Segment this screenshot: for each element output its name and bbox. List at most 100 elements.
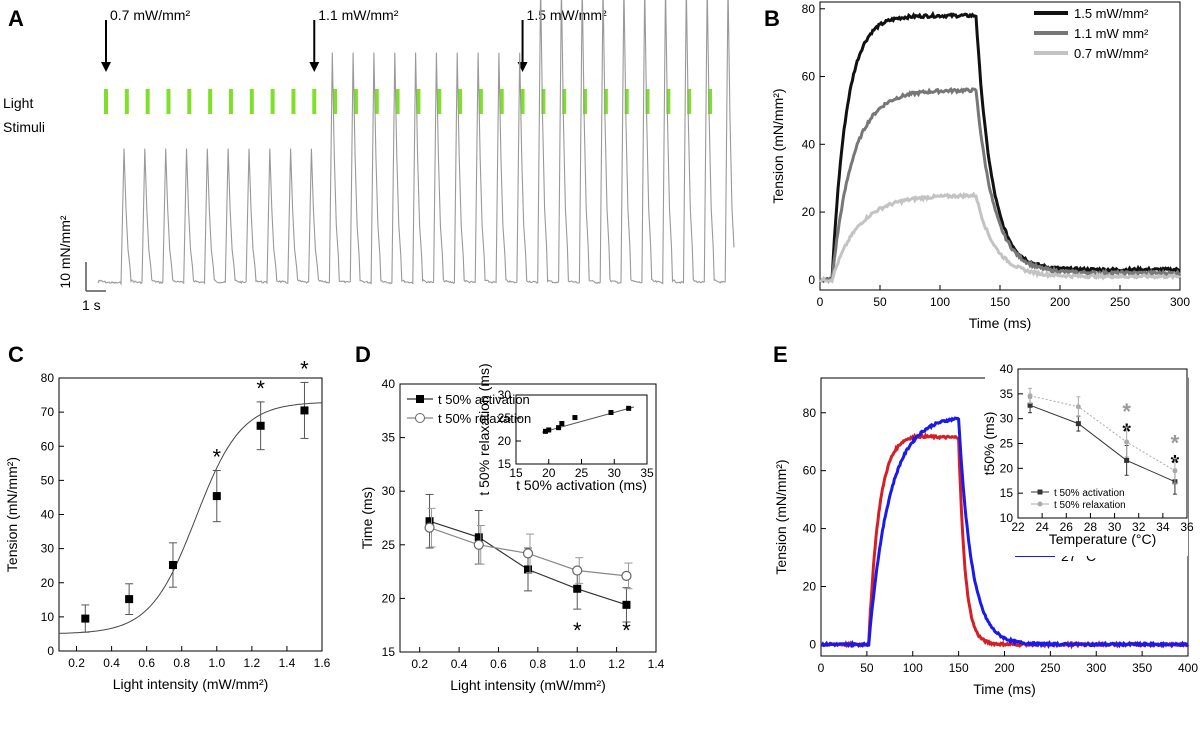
tension-trace xyxy=(97,0,735,286)
panel-d-ytick-label: 30 xyxy=(382,484,396,498)
panel-e-inset-significance: * xyxy=(1171,430,1180,455)
panel-c-ytick-label: 20 xyxy=(41,576,55,590)
panel-e-inset-point xyxy=(1075,404,1081,410)
panel-e-inset-legend-label: t 50% relaxation xyxy=(1054,500,1126,511)
panel-e-inset-ytick-label: 15 xyxy=(1000,486,1014,500)
panel-b-legend-label: 0.7 mW/mm² xyxy=(1074,46,1149,61)
stimulus-pulse xyxy=(374,89,379,114)
panel-c-xtick-label: 0.6 xyxy=(138,656,155,670)
panel-e-inset-legend-marker xyxy=(1037,501,1043,507)
panel-e-inset-xtick-label: 26 xyxy=(1060,520,1074,534)
panel-c-ytick-label: 10 xyxy=(41,610,55,624)
panel-e-inset-point xyxy=(1075,421,1081,427)
intensity-arrow-head xyxy=(101,62,111,72)
panel-c-ytick-label: 70 xyxy=(41,405,55,419)
stimulus-pulse xyxy=(437,89,442,114)
panel-e-xtick-label: 300 xyxy=(1086,661,1106,675)
panel-d-ytick-label: 35 xyxy=(382,431,396,445)
panel-c-xtick-label: 0.2 xyxy=(68,656,85,670)
stimulus-pulse xyxy=(145,89,150,114)
panel-c-ytick-label: 0 xyxy=(47,644,54,658)
panel-e-inset-xtick-label: 30 xyxy=(1108,520,1122,534)
panel-e-inset-point xyxy=(1172,468,1178,474)
panel-e-ytick-label: 40 xyxy=(803,522,817,536)
panel-d-point xyxy=(474,533,483,542)
panel-e-series-1 xyxy=(820,416,1189,650)
stimulus-pulse xyxy=(603,89,608,114)
panel-d-xtick-label: 0.8 xyxy=(530,657,547,671)
panel-d-legend-label: t 50% relaxation xyxy=(438,411,531,426)
panel-c-xlabel: Light intensity (mW/mm²) xyxy=(113,676,269,692)
panel-b-series-0 xyxy=(819,10,1181,283)
panel-e-inset-ytick-label: 35 xyxy=(1000,387,1014,401)
panel-e-inset-point xyxy=(1027,402,1033,408)
panel-e-inset-xtick-label: 34 xyxy=(1156,520,1170,534)
panel-e-inset-background xyxy=(985,366,1188,556)
panel-d-inset-xlabel: t 50% activation (ms) xyxy=(516,477,647,493)
panel-e-inset-xtick-label: 32 xyxy=(1132,520,1146,534)
panel-b-series-2 xyxy=(819,191,1181,284)
panel-e-ylabel: Tension (mN/mm²) xyxy=(773,459,789,574)
panel-d-inset-fit xyxy=(542,406,635,433)
stimulus-pulse xyxy=(624,89,629,114)
stimulus-pulse xyxy=(687,89,692,114)
panel-c-ytick-label: 30 xyxy=(41,542,55,556)
stimulus-pulse xyxy=(395,89,400,114)
panel-label-b: B xyxy=(764,6,780,31)
panel-c-point xyxy=(256,421,265,430)
panel-c-point xyxy=(168,561,177,570)
panel-e-inset-ytick-label: 40 xyxy=(1000,362,1014,376)
panel-d-ytick-label: 20 xyxy=(382,591,396,605)
panel-d-xtick-label: 0.2 xyxy=(411,657,428,671)
panel-c-significance: * xyxy=(213,444,222,469)
panel-d-inset-ytick-label: 25 xyxy=(498,411,512,425)
panel-e-xtick-label: 150 xyxy=(949,661,969,675)
stimulus-pulse xyxy=(353,89,358,114)
stimulus-pulse xyxy=(541,89,546,114)
panel-c-point xyxy=(212,492,221,501)
panel-e-xtick-label: 50 xyxy=(860,661,874,675)
panel-d-inset-ytick-label: 15 xyxy=(498,457,512,471)
panel-c-ytick-label: 40 xyxy=(41,508,55,522)
panel-e-inset-point xyxy=(1124,439,1130,445)
panel-e-inset-ytick-label: 25 xyxy=(1000,437,1014,451)
stimulus-pulse xyxy=(520,89,525,114)
panel-c-point xyxy=(300,406,309,415)
scale-bar-x-label: 1 s xyxy=(82,297,101,313)
stimulus-pulse xyxy=(416,89,421,114)
stimulus-pulse xyxy=(124,89,129,114)
panel-d-ytick-label: 40 xyxy=(382,377,396,391)
panel-b-ylabel: Tension (mN/mm²) xyxy=(770,88,786,203)
panel-d-xtick-label: 1.0 xyxy=(569,657,586,671)
panel-e-inset-xtick-label: 24 xyxy=(1035,520,1049,534)
panel-d-ytick-label: 15 xyxy=(382,645,396,659)
panel-c-significance: * xyxy=(300,356,309,381)
panel-e-inset-ytick-label: 20 xyxy=(1000,461,1014,475)
stimulus-pulse xyxy=(104,89,108,114)
panel-d-xtick-label: 1.2 xyxy=(608,657,625,671)
stimulus-label: Light xyxy=(3,95,33,111)
panel-d-inset-xtick-label: 30 xyxy=(608,466,622,480)
stimulus-pulse xyxy=(187,89,192,114)
panel-d-inset-xtick-label: 15 xyxy=(509,466,523,480)
panel-c-fit-curve xyxy=(58,402,323,634)
panel-c-axes-frame xyxy=(58,377,323,652)
intensity-arrow-head xyxy=(309,62,320,72)
panel-c-xtick-label: 0.8 xyxy=(173,656,190,670)
panel-e-inset-legend-marker xyxy=(1037,489,1043,495)
stimulus-pulse xyxy=(708,89,712,114)
stimulus-pulse xyxy=(166,89,171,114)
stimulus-pulse xyxy=(249,89,254,114)
panel-e-inset-ytick-label: 10 xyxy=(1000,511,1014,525)
panel-c-xtick-label: 0.4 xyxy=(103,656,120,670)
panel-c-point xyxy=(125,595,134,604)
panel-d-legend-marker xyxy=(416,395,424,403)
panel-d-point xyxy=(424,522,435,533)
panel-b-ytick-label: 0 xyxy=(808,273,815,287)
panel-e-inset-legend-label: t 50% activation xyxy=(1054,488,1125,499)
panel-b-xtick-label: 100 xyxy=(930,295,950,309)
panel-d-inset-xtick-label: 35 xyxy=(640,466,654,480)
stimulus-pulse xyxy=(645,89,650,114)
stimulus-pulse xyxy=(312,89,317,114)
panel-d-axes-frame xyxy=(399,383,657,653)
